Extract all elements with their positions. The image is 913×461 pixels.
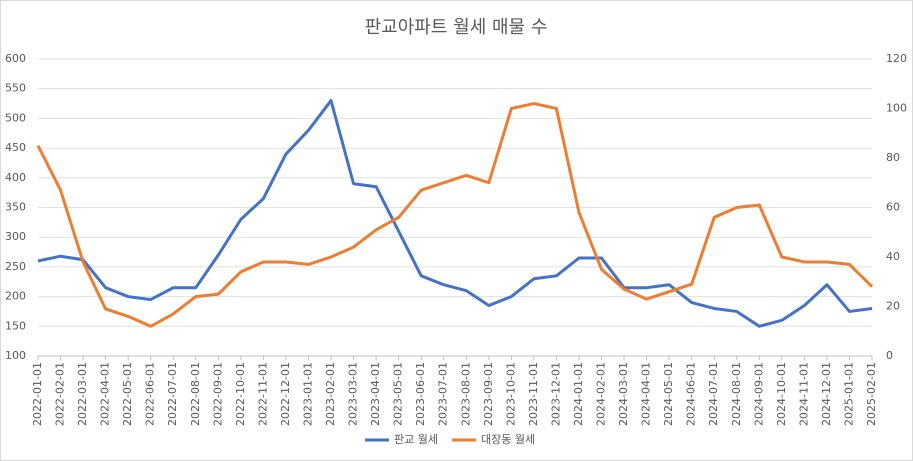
y-tick-label: 550 [5,82,26,95]
x-tick-label: 2024-12-01 [820,362,833,426]
x-tick-label: 2023-12-01 [549,362,562,426]
x-tick-label: 2023-05-01 [392,362,405,426]
x-tick-label: 2022-06-01 [144,362,157,426]
y-tick-label: 400 [5,171,26,184]
legend-label: 대장동 월세 [481,433,535,446]
x-tick-label: 2024-11-01 [797,362,810,426]
y2-tick-label: 80 [886,151,900,164]
x-tick-label: 2024-01-01 [572,362,585,426]
x-tick-label: 2024-03-01 [617,362,630,426]
x-tick-label: 2023-04-01 [369,362,382,426]
x-tick-label: 2024-06-01 [685,362,698,426]
y2-tick-label: 60 [886,201,900,214]
y2-tick-label: 100 [886,102,907,115]
x-tick-label: 2022-02-01 [54,362,67,426]
x-tick-label: 2023-06-01 [414,362,427,426]
x-tick-label: 2022-10-01 [234,362,247,426]
y-tick-label: 150 [5,319,26,332]
y2-tick-label: 0 [886,349,893,362]
y-tick-label: 300 [5,230,26,243]
y-tick-label: 200 [5,290,26,303]
series-line [36,102,874,328]
x-tick-label: 2023-01-01 [301,362,314,426]
x-tick-label: 2024-02-01 [595,362,608,426]
x-tick-label: 2024-05-01 [662,362,675,426]
x-tick-label: 2022-01-01 [31,362,44,426]
x-tick-label: 2022-11-01 [256,362,269,426]
x-tick-label: 2025-01-01 [842,362,855,426]
x-tick-label: 2022-12-01 [279,362,292,426]
x-tick-label: 2022-08-01 [189,362,202,426]
x-tick-label: 2023-02-01 [324,362,337,426]
y-tick-label: 250 [5,260,26,273]
x-tick-label: 2022-05-01 [121,362,134,426]
y2-tick-label: 40 [886,250,900,263]
x-tick-label: 2024-07-01 [707,362,720,426]
x-tick-label: 2022-09-01 [211,362,224,426]
x-tick-label: 2023-11-01 [527,362,540,426]
x-tick-label: 2023-03-01 [347,362,360,426]
x-tick-label: 2022-03-01 [76,362,89,426]
x-tick-label: 2022-04-01 [99,362,112,426]
x-tick-label: 2023-08-01 [459,362,472,426]
series-line [37,99,873,328]
x-tick-label: 2024-10-01 [775,362,788,426]
legend-label: 판교 월세 [394,433,438,446]
x-tick-label: 2022-07-01 [166,362,179,426]
y-tick-label: 350 [5,201,26,214]
y-tick-label: 100 [5,349,26,362]
x-tick-label: 2024-08-01 [730,362,743,426]
x-tick-label: 2024-04-01 [640,362,653,426]
x-tick-label: 2023-10-01 [504,362,517,426]
y-tick-label: 500 [5,111,26,124]
y-tick-label: 450 [5,141,26,154]
y2-tick-label: 120 [886,52,907,65]
y-tick-label: 600 [5,52,26,65]
x-tick-label: 2024-09-01 [752,362,765,426]
x-tick-label: 2023-09-01 [482,362,495,426]
y2-tick-label: 20 [886,300,900,313]
x-tick-label: 2025-02-01 [865,362,878,426]
x-tick-label: 2023-07-01 [437,362,450,426]
chart-title: 판교아파트 월세 매물 수 [365,17,548,38]
